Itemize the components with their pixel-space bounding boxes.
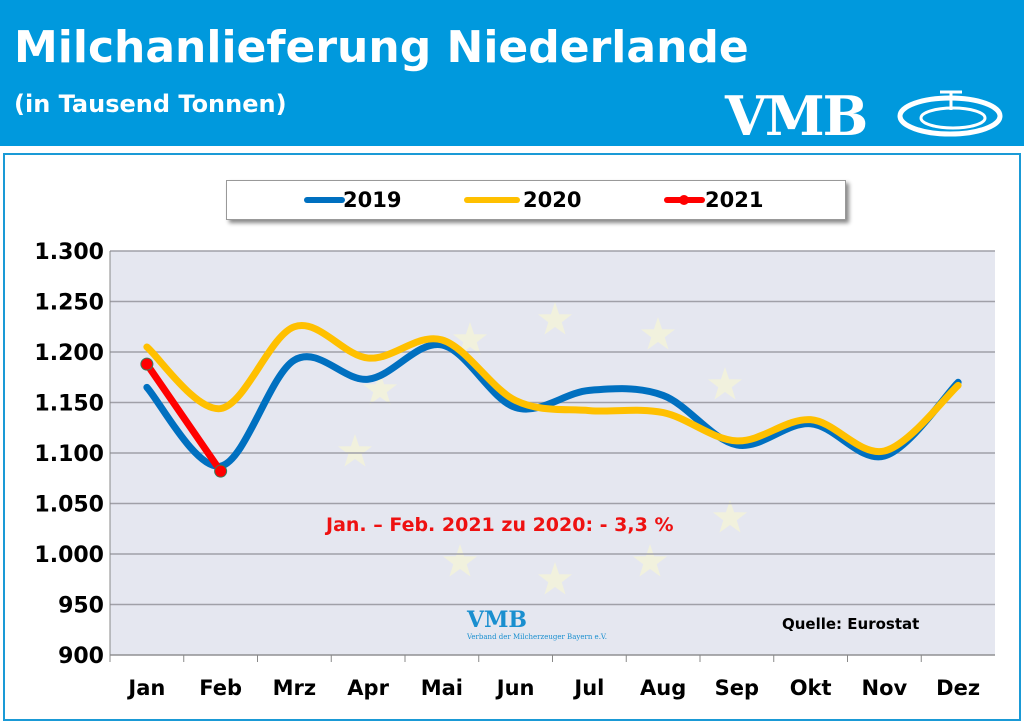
x-tick-label: Mai: [421, 676, 463, 700]
y-tick-label: 950: [58, 594, 104, 619]
source-label: Quelle: Eurostat: [782, 615, 920, 633]
x-tick-label: Feb: [199, 676, 242, 700]
watermark-subtitle: Verband der Milcherzeuger Bayern e.V.: [467, 633, 607, 641]
x-tick-label: Aug: [640, 676, 686, 700]
legend-2020: 2020: [523, 188, 582, 212]
x-tick-label: Mrz: [273, 676, 316, 700]
x-tick-label: Jul: [572, 676, 604, 700]
y-tick-label: 1.100: [34, 442, 104, 467]
eu-star-icon: [362, 372, 398, 405]
change-annotation: Jan. – Feb. 2021 zu 2020: - 3,3 %: [326, 514, 674, 536]
x-tick-label: Dez: [936, 676, 980, 700]
y-tick-label: 1.250: [34, 291, 104, 316]
x-tick-label: Apr: [347, 676, 389, 700]
y-tick-label: 1.050: [34, 493, 104, 518]
eu-star-icon: [632, 544, 668, 577]
swirl-icon: [897, 90, 1003, 137]
y-tick-label: 1.150: [34, 392, 104, 417]
eu-star-icon: [337, 434, 373, 467]
y-tick-label: 1.300: [34, 240, 104, 265]
eu-star-icon: [712, 500, 748, 533]
series-2021-point: [140, 357, 154, 371]
x-tick-label: Jun: [495, 676, 535, 700]
series-2021-line: [143, 360, 225, 475]
legend-2021: 2021: [705, 188, 764, 212]
y-tick-label: 1.000: [34, 543, 104, 568]
eu-star-icon: [537, 302, 573, 335]
x-tick-label: Sep: [715, 676, 759, 700]
legend: 2019 2020 2021: [226, 180, 846, 220]
eu-star-icon: [452, 322, 488, 355]
x-tick-label: Nov: [862, 676, 908, 700]
watermark-logo: VMB: [467, 607, 528, 633]
x-tick-label: Jan: [126, 676, 165, 700]
eu-star-icon: [707, 367, 743, 400]
eu-star-icon: [537, 562, 573, 595]
eu-star-icon: [640, 317, 676, 350]
vmb-logo: VMB: [725, 84, 1003, 148]
legend-2019: 2019: [343, 188, 402, 212]
eu-star-icon: [442, 544, 478, 577]
series-2020-line: [143, 322, 962, 456]
series-2021-point: [214, 464, 228, 478]
x-tick-label: Okt: [790, 676, 832, 700]
page-title: Milchanlieferung Niederlande: [14, 22, 749, 73]
y-tick-label: 1.200: [34, 341, 104, 366]
header-banner: Milchanlieferung Niederlande (in Tausend…: [0, 0, 1024, 148]
page-subtitle: (in Tausend Tonnen): [14, 90, 287, 118]
y-tick-label: 900: [58, 644, 104, 669]
